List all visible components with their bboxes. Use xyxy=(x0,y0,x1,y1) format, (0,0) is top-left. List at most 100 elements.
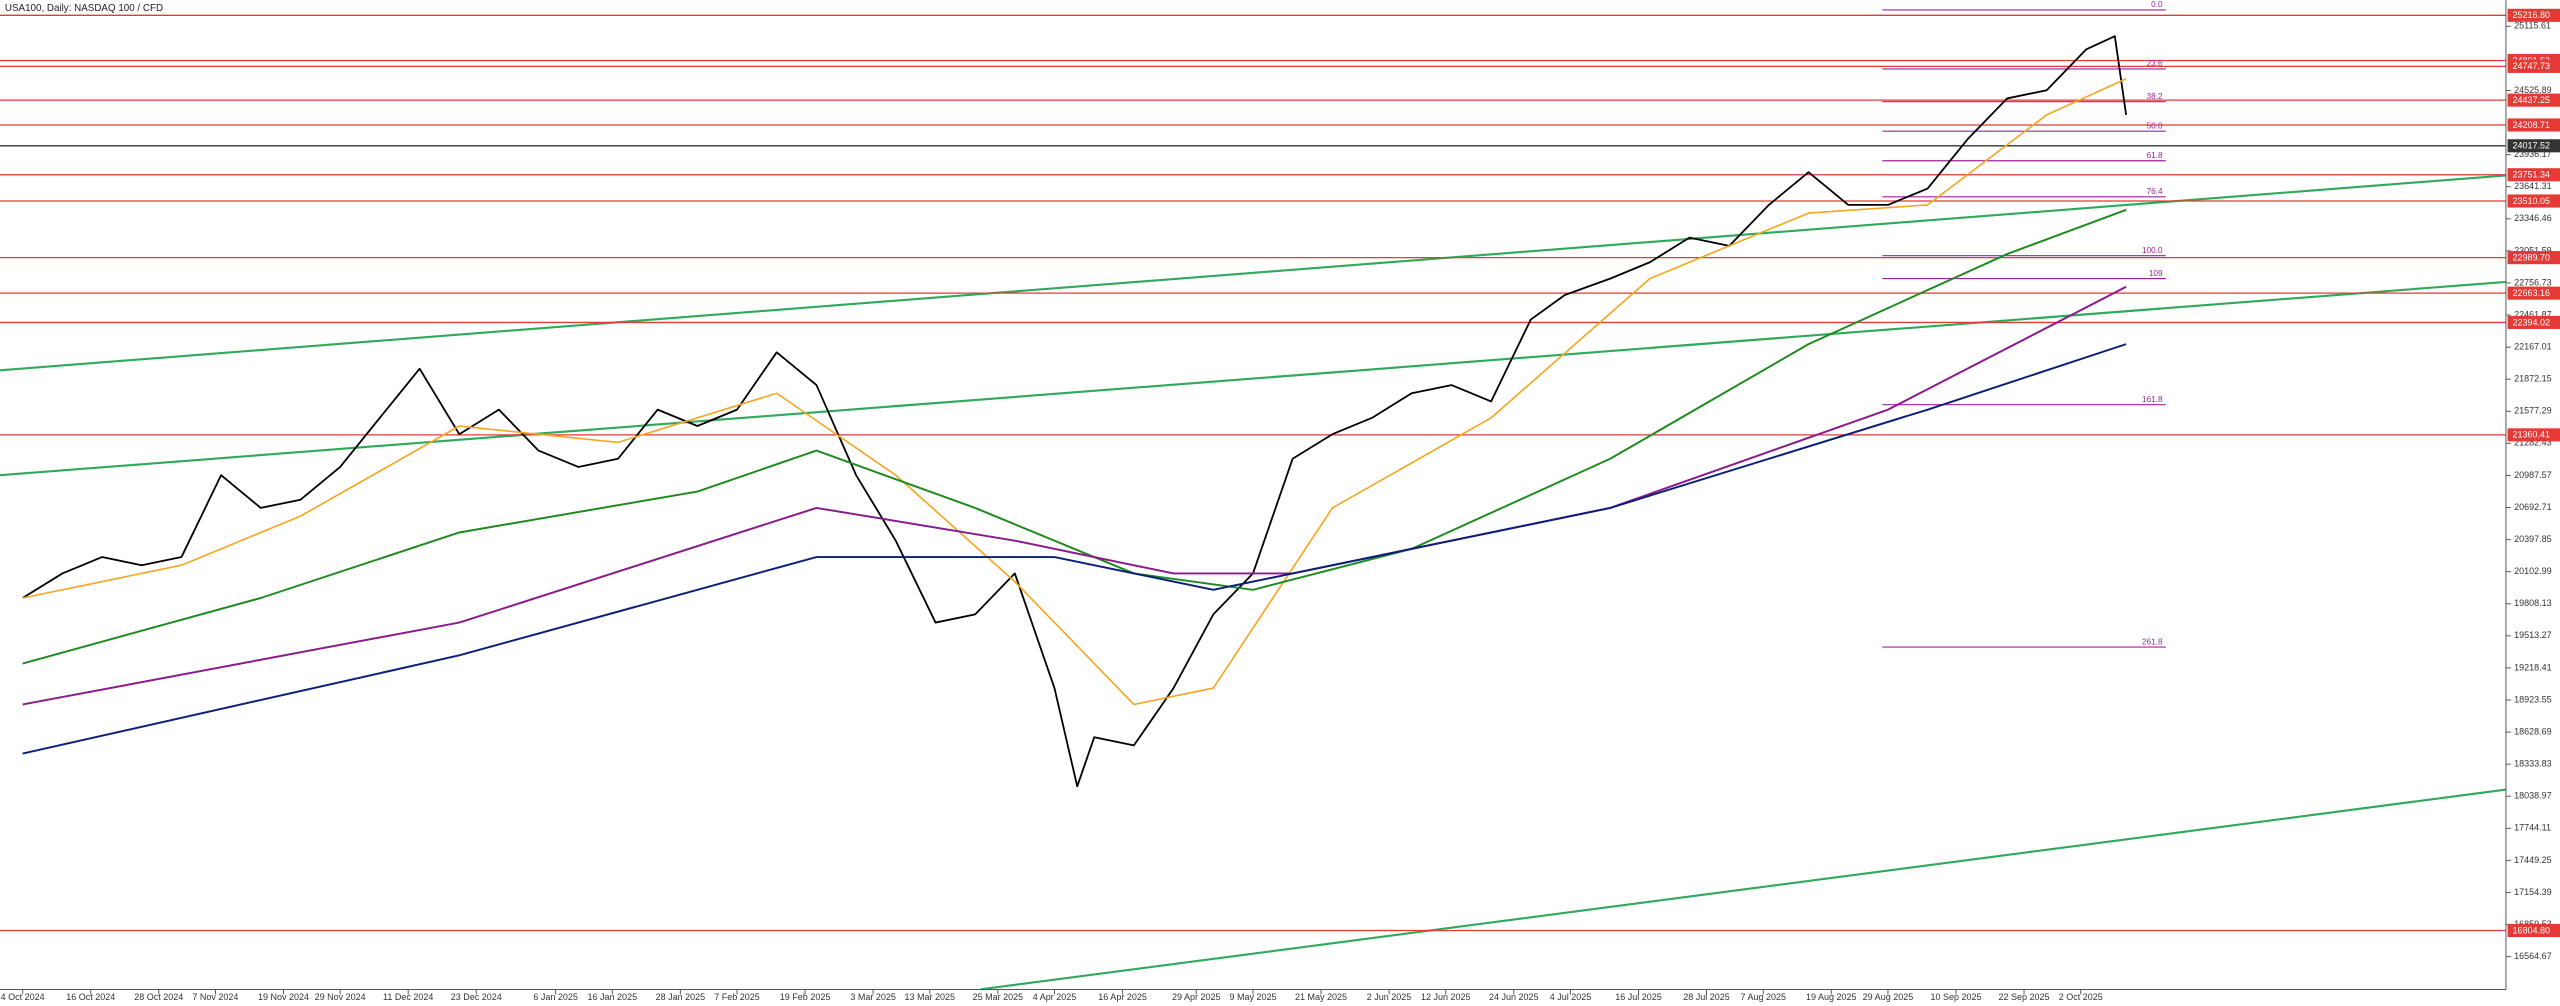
x-tick-label: 3 Mar 2025 xyxy=(850,992,896,1002)
level-box xyxy=(2507,923,2560,938)
x-tick-label: 29 Nov 2024 xyxy=(315,992,366,1002)
level-box xyxy=(2507,93,2560,107)
level-box xyxy=(2507,286,2560,300)
level-box xyxy=(2507,315,2560,329)
x-tick-label: 19 Aug 2025 xyxy=(1806,992,1857,1002)
price-line xyxy=(22,343,2127,755)
trend-line xyxy=(980,788,2507,991)
y-tick-label: 22461.87 xyxy=(2514,309,2552,319)
level-label: 23751.34 xyxy=(2513,170,2551,180)
x-tick-label: 21 May 2025 xyxy=(1295,992,1347,1002)
level-box xyxy=(2507,8,2560,22)
level-label: 16804.80 xyxy=(2513,925,2551,935)
fib-label: 109 xyxy=(2149,269,2163,278)
level-box xyxy=(2507,251,2560,265)
x-tick-label: 29 Apr 2025 xyxy=(1172,992,1221,1002)
level-label: 24017.52 xyxy=(2513,141,2551,151)
trend-line xyxy=(0,280,2507,477)
level-box xyxy=(2507,428,2560,442)
y-tick-label: 20987.57 xyxy=(2514,470,2552,480)
level-box xyxy=(2507,139,2560,153)
x-tick-label: 28 Oct 2024 xyxy=(134,992,183,1002)
level-label: 24437.25 xyxy=(2513,95,2551,105)
y-tick-label: 21577.29 xyxy=(2514,406,2552,416)
level-label: 24747.73 xyxy=(2513,61,2551,71)
level-label: 24208.71 xyxy=(2513,120,2551,130)
x-tick-label: 12 Jun 2025 xyxy=(1421,992,1471,1002)
x-tick-label: 19 Nov 2024 xyxy=(258,992,309,1002)
y-tick-label: 16564.67 xyxy=(2514,951,2552,961)
level-box xyxy=(2507,59,2560,73)
y-tick-label: 18333.83 xyxy=(2514,759,2552,769)
fib-label: 76.4 xyxy=(2147,187,2163,196)
plot-area: 0.0 23.6 38.2 50.0 61.8 76.4 100.0 109 161.8 261.… xyxy=(0,0,2507,991)
y-tick-label: 17744.11 xyxy=(2514,823,2551,833)
y-tick-label: 23936.17 xyxy=(2514,149,2552,159)
price-line xyxy=(22,35,2128,788)
fib-label: 261.8 xyxy=(2142,637,2163,646)
y-tick-label: 19808.13 xyxy=(2514,598,2552,608)
level-label: 22989.70 xyxy=(2513,252,2551,262)
y-tick-label: 23641.31 xyxy=(2514,181,2552,191)
x-tick-label: 13 Mar 2025 xyxy=(905,992,956,1002)
x-tick-label: 22 Sep 2025 xyxy=(1999,992,2050,1002)
level-box xyxy=(2507,118,2560,132)
y-tick-label: 21282.43 xyxy=(2514,438,2552,448)
x-tick-label: 16 Apr 2025 xyxy=(1098,992,1147,1002)
x-tick-label: 25 Mar 2025 xyxy=(973,992,1024,1002)
y-tick-label: 20692.71 xyxy=(2514,502,2552,512)
price-line xyxy=(22,285,2127,706)
fib-label: 61.8 xyxy=(2147,151,2163,160)
x-tick-label: 9 May 2025 xyxy=(1229,992,1276,1002)
fib-label: 50.0 xyxy=(2147,121,2163,130)
x-tick-label: 4 Apr 2025 xyxy=(1033,992,1077,1002)
x-tick-label: 6 Jan 2025 xyxy=(533,992,578,1002)
y-tick-label: 24525.89 xyxy=(2514,85,2552,95)
level-box xyxy=(2507,194,2560,208)
fib-label: 23.6 xyxy=(2147,59,2163,68)
x-tick-label: 24 Jun 2025 xyxy=(1489,992,1539,1002)
x-tick-label: 7 Feb 2025 xyxy=(714,992,760,1002)
chart-title: USA100, Daily: NASDAQ 100 / CFD xyxy=(5,3,163,14)
level-label: 25216.80 xyxy=(2513,10,2551,20)
x-tick-label: 4 Oct 2024 xyxy=(1,992,45,1002)
x-tick-label: 7 Aug 2025 xyxy=(1740,992,1786,1002)
fib-label: 38.2 xyxy=(2147,92,2163,101)
x-tick-label: 16 Jul 2025 xyxy=(1615,992,1662,1002)
level-label: 22394.02 xyxy=(2513,317,2551,327)
y-tick-label: 18923.55 xyxy=(2514,694,2552,704)
x-tick-label: 29 Aug 2025 xyxy=(1863,992,1914,1002)
x-tick-label: 10 Sep 2025 xyxy=(1930,992,1981,1002)
y-tick-label: 23051.59 xyxy=(2514,245,2552,255)
x-tick-label: 19 Feb 2025 xyxy=(780,992,831,1002)
x-tick-label: 28 Jan 2025 xyxy=(656,992,706,1002)
y-tick-label: 25115.61 xyxy=(2514,21,2551,31)
x-tick-label: 23 Dec 2024 xyxy=(451,992,502,1002)
fib-label: 0.0 xyxy=(2151,0,2163,9)
x-tick-label: 4 Jul 2025 xyxy=(1550,992,1592,1002)
y-tick-label: 17154.39 xyxy=(2514,887,2552,897)
level-label: 22663.16 xyxy=(2513,288,2551,298)
y-tick-label: 16859.53 xyxy=(2514,919,2552,929)
fib-label: 161.8 xyxy=(2142,395,2163,404)
fib-label: 100.0 xyxy=(2142,246,2163,255)
y-tick-label: 23346.46 xyxy=(2514,213,2552,223)
y-tick-label: 21872.15 xyxy=(2514,374,2552,384)
y-tick-label: 19218.41 xyxy=(2514,662,2552,672)
level-label: 23510.05 xyxy=(2513,196,2551,206)
price-line xyxy=(22,78,2127,706)
x-tick-label: 7 Nov 2024 xyxy=(192,992,238,1002)
y-tick-label: 19513.27 xyxy=(2514,630,2552,640)
y-tick-label: 17449.25 xyxy=(2514,855,2552,865)
y-tick-label: 20102.99 xyxy=(2514,566,2552,576)
level-box xyxy=(2507,168,2560,182)
y-tick-label: 22167.01 xyxy=(2514,341,2552,351)
x-tick-label: 2 Oct 2025 xyxy=(2059,992,2103,1002)
level-label: 21360.41 xyxy=(2513,430,2551,440)
y-tick-label: 22756.73 xyxy=(2514,277,2552,287)
x-tick-label: 11 Dec 2024 xyxy=(383,992,433,1002)
y-tick-label: 20397.85 xyxy=(2514,534,2552,544)
